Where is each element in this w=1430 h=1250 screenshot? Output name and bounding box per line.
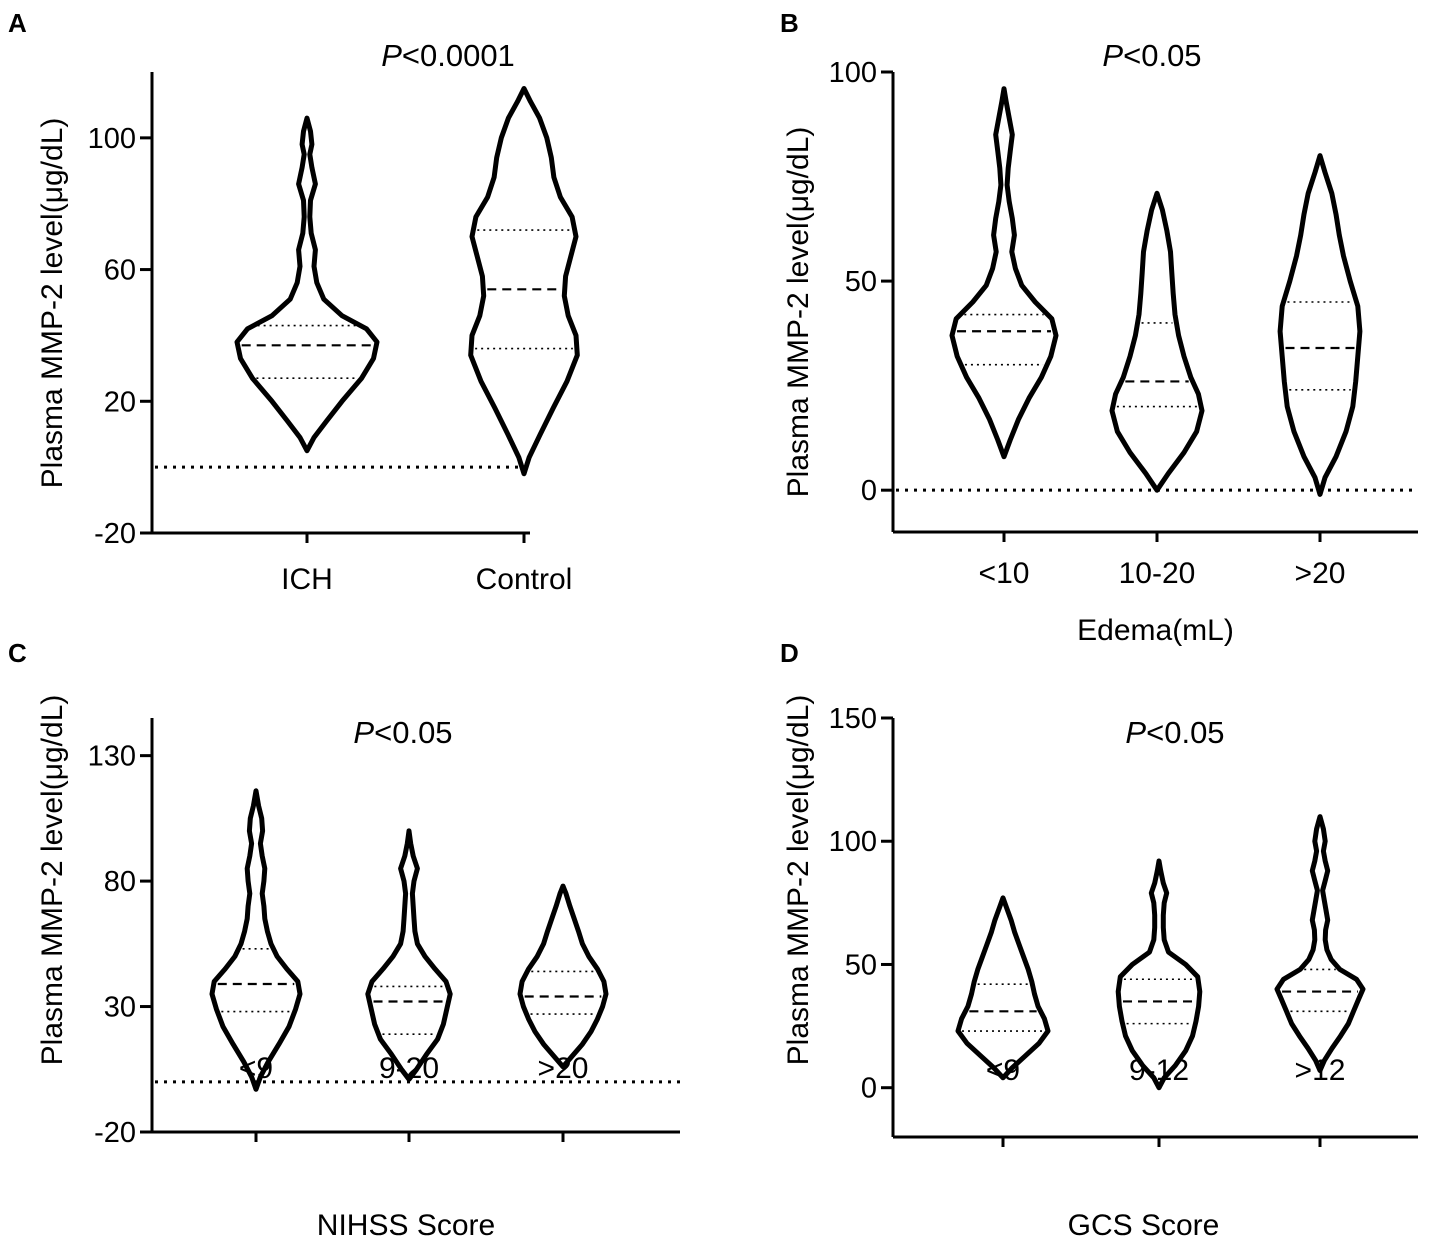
violin-outline [234, 115, 380, 454]
y-tick-label: 130 [88, 741, 136, 773]
violin-outline [955, 895, 1051, 1081]
y-tick-label: 0 [861, 475, 877, 507]
x-tick-label: Control [476, 563, 573, 596]
y-tick-label: 100 [829, 57, 877, 89]
y-tick-label: 50 [845, 266, 877, 298]
y-tick-label: 80 [104, 866, 136, 898]
y-tick-label: -20 [94, 1117, 136, 1149]
panel-letter: B [780, 8, 799, 38]
x-tick-label: 10-20 [1119, 557, 1196, 590]
y-tick-label: 20 [104, 386, 136, 418]
violin-a-1: ICH [234, 115, 380, 596]
violin-b-2: 10-20 [1109, 190, 1205, 590]
violin-outline [1277, 153, 1363, 497]
panel-letter: C [8, 638, 27, 668]
violin-c-1: <9 [209, 788, 303, 1142]
panel-a: A P<0.0001 Plasma MMP-2 level(μg/dL) -20 20 6… [8, 8, 580, 596]
x-axis-label: NIHSS Score [317, 1209, 495, 1242]
violin-c-2: 9-20 [365, 828, 453, 1142]
violin-outline [1274, 814, 1366, 1073]
violin-outline [517, 883, 609, 1070]
y-tick-label: 100 [88, 123, 136, 155]
panel-title: P<0.05 [1102, 38, 1201, 73]
y-tick-label: 150 [829, 703, 877, 735]
y-tick-label: -20 [94, 518, 136, 550]
y-tick-label: 50 [845, 949, 877, 981]
y-tick-label: 0 [861, 1073, 877, 1105]
panel-c: C P<0.05 Plasma MMP-2 level(μg/dL) -20 30 80 1… [8, 638, 680, 1242]
violin-outline [1109, 190, 1205, 493]
violin-outline [1115, 858, 1203, 1091]
panel-b: B P<0.05 Plasma MMP-2 level(μg/dL) 0 50 100 <1… [780, 8, 1418, 647]
panel-letter: A [8, 8, 27, 38]
violin-outline [365, 828, 453, 1082]
x-tick-label: >20 [1295, 557, 1346, 590]
violin-a-2: Control [468, 86, 580, 596]
x-tick-label: <9 [986, 1054, 1020, 1087]
violin-d-1: <9 [955, 895, 1051, 1147]
x-axis-label: Edema(mL) [1077, 614, 1234, 647]
x-tick-label: ICH [281, 563, 333, 596]
y-axis-label: Plasma MMP-2 level(μg/dL) [36, 118, 69, 489]
x-tick-label: <10 [979, 557, 1030, 590]
y-axis-label: Plasma MMP-2 level(μg/dL) [782, 127, 815, 498]
violin-d-2: 9-12 [1115, 858, 1203, 1147]
violin-b-1: <10 [949, 86, 1059, 590]
panel-title: P<0.05 [1125, 715, 1224, 750]
x-tick-label: <9 [239, 1052, 273, 1085]
violin-c-3: >20 [517, 883, 609, 1142]
violin-outline [949, 86, 1059, 460]
violin-d-3: >12 [1274, 814, 1366, 1147]
y-axis-label: Plasma MMP-2 level(μg/dL) [782, 695, 815, 1066]
y-axis-label: Plasma MMP-2 level(μg/dL) [36, 695, 69, 1066]
panel-letter: D [780, 638, 799, 668]
panel-title: P<0.05 [353, 715, 452, 750]
violin-outline [209, 788, 303, 1092]
y-tick-label: 60 [104, 255, 136, 287]
x-axis-label: GCS Score [1068, 1209, 1220, 1242]
panel-d: D P<0.05 Plasma MMP-2 level(μg/dL) 0 50 100 15… [780, 638, 1418, 1242]
y-tick-label: 30 [104, 992, 136, 1024]
y-tick-label: 100 [829, 826, 877, 858]
panel-title: P<0.0001 [381, 38, 515, 73]
violin-b-3: >20 [1277, 153, 1363, 590]
violin-outline [468, 86, 580, 477]
